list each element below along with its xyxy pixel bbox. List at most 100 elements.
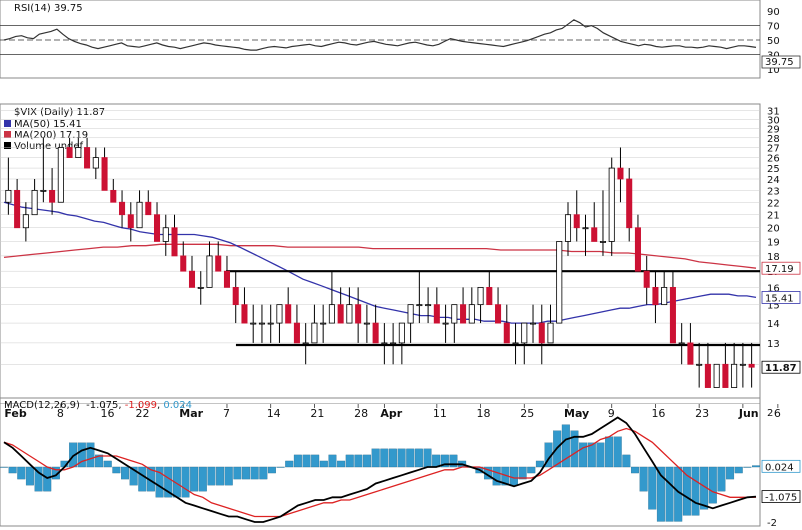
macd-value-label: -1.075	[765, 493, 797, 504]
macd-hist-bar	[605, 436, 614, 468]
macd-hist-bar	[397, 448, 406, 468]
candle-body	[5, 189, 12, 203]
x-tick-label: 28	[354, 407, 368, 420]
macd-hist-bar	[518, 466, 527, 480]
candle-body	[197, 286, 204, 289]
candle-body	[258, 322, 265, 325]
price-tick-label: 24	[767, 175, 780, 186]
candle-body	[285, 304, 292, 324]
candle-body	[512, 342, 519, 345]
price-tick-label: 25	[767, 164, 780, 175]
candle-body	[547, 322, 554, 344]
candle-body	[643, 270, 650, 288]
candle-body	[22, 214, 29, 229]
candle-body	[731, 363, 738, 388]
candle-body	[127, 214, 134, 229]
price-tick-label: 13	[767, 339, 780, 350]
candle-body	[136, 201, 143, 229]
macd-hist-bar	[682, 466, 691, 516]
macd-hist-bar	[233, 466, 242, 480]
x-tick-label: 21	[310, 407, 324, 420]
macd-hist-bar	[345, 454, 354, 468]
price-tick-label: 15	[767, 301, 780, 312]
x-tick-label: 8	[57, 407, 64, 420]
price-value-label: 11.87	[765, 363, 797, 374]
candle-body	[49, 189, 56, 203]
candle-body	[477, 286, 484, 306]
candle-body	[608, 167, 615, 242]
candle-body	[188, 270, 196, 288]
price-tick-label: 19	[767, 237, 780, 248]
candle-body	[739, 363, 746, 366]
macd-hist-bar	[25, 466, 34, 486]
candle-body	[267, 322, 274, 325]
x-tick-label: 14	[267, 407, 281, 420]
legend-swatch	[4, 131, 11, 138]
macd-panel: MACD(12,26,9) -1.075, -1.099, 0.024 20-2…	[0, 397, 801, 529]
macd-hist-bar	[181, 466, 190, 498]
rsi-current-value: 39.75	[765, 57, 794, 68]
macd-hist-bar	[95, 454, 104, 468]
candle-body	[363, 322, 370, 325]
candle-body	[486, 286, 493, 306]
price-title: $VIX (Daily) 11.87	[14, 107, 105, 118]
price-value-box	[761, 291, 801, 304]
candle-body	[722, 363, 729, 388]
x-axis: Feb81622Mar7142128Apr111825May91623Jun61…	[0, 404, 781, 422]
candle-body	[521, 322, 528, 344]
candle-body	[232, 286, 239, 306]
macd-hist-bar	[86, 442, 95, 468]
macd-hist-bar	[622, 454, 631, 468]
candle-body	[241, 304, 248, 324]
rsi-line	[3, 19, 757, 51]
macd-hist-bar	[242, 466, 251, 480]
price-tick-label: 16	[767, 283, 780, 294]
macd-hist-bar	[267, 466, 276, 474]
macd-hist-bar	[363, 454, 372, 468]
macd-hist-bar	[103, 460, 112, 468]
x-tick-label: May	[564, 407, 589, 420]
rsi-tick-label: 10	[767, 65, 780, 76]
rsi-panel: RSI(14) 39.75 9070503010 39.75	[0, 0, 801, 79]
candle-body	[460, 304, 467, 324]
candle-body	[372, 322, 379, 344]
macd-hist-bar	[190, 466, 199, 492]
macd-label-prefix: MACD(12,26,9)	[4, 400, 80, 411]
macd-hist-bar	[112, 466, 121, 474]
rsi-tick-label: 50	[767, 36, 780, 47]
x-tick-label: 23	[695, 407, 709, 420]
candle-body	[40, 189, 47, 192]
macd-hist-bar	[726, 466, 735, 480]
candle-body	[398, 322, 405, 344]
macd-hist-bar	[285, 460, 294, 468]
candle-body	[451, 304, 458, 324]
x-tick-label: 16	[651, 407, 665, 420]
candle-body	[503, 322, 510, 344]
x-tick-label: Mar	[179, 407, 203, 420]
rsi-tick-label: 90	[767, 7, 780, 18]
price-tick-label: 28	[767, 134, 780, 145]
candle-body	[468, 304, 475, 324]
macd-hist-bar	[734, 466, 743, 474]
x-tick-label: Jun	[738, 407, 759, 420]
macd-hist-bar	[440, 454, 449, 468]
macd-hist-bar	[198, 466, 207, 492]
macd-hist-bar	[752, 465, 760, 468]
candle-body	[704, 363, 711, 388]
hist-value-label: 0.024	[163, 400, 192, 411]
candle-body	[110, 189, 117, 203]
price-tick-label: 26	[767, 154, 780, 165]
svg-text:MACD(12,26,9) -1.075,: MACD(12,26,9) -1.075, -1.099, 0.024	[4, 400, 192, 411]
macd-hist-bar	[259, 466, 268, 480]
candle-body	[582, 227, 589, 230]
macd-hist-bar	[51, 466, 60, 480]
price-tick-label: 14	[767, 319, 780, 330]
candle-body	[328, 304, 335, 324]
x-tick-label: Feb	[4, 407, 27, 420]
macd-hist-bar	[630, 466, 639, 474]
macd-value-label: 0.024	[765, 462, 794, 473]
candle-body	[145, 201, 152, 216]
price-tick-label: 27	[767, 144, 780, 155]
x-tick-label: 22	[136, 407, 150, 420]
macd-hist-bar	[371, 448, 380, 468]
